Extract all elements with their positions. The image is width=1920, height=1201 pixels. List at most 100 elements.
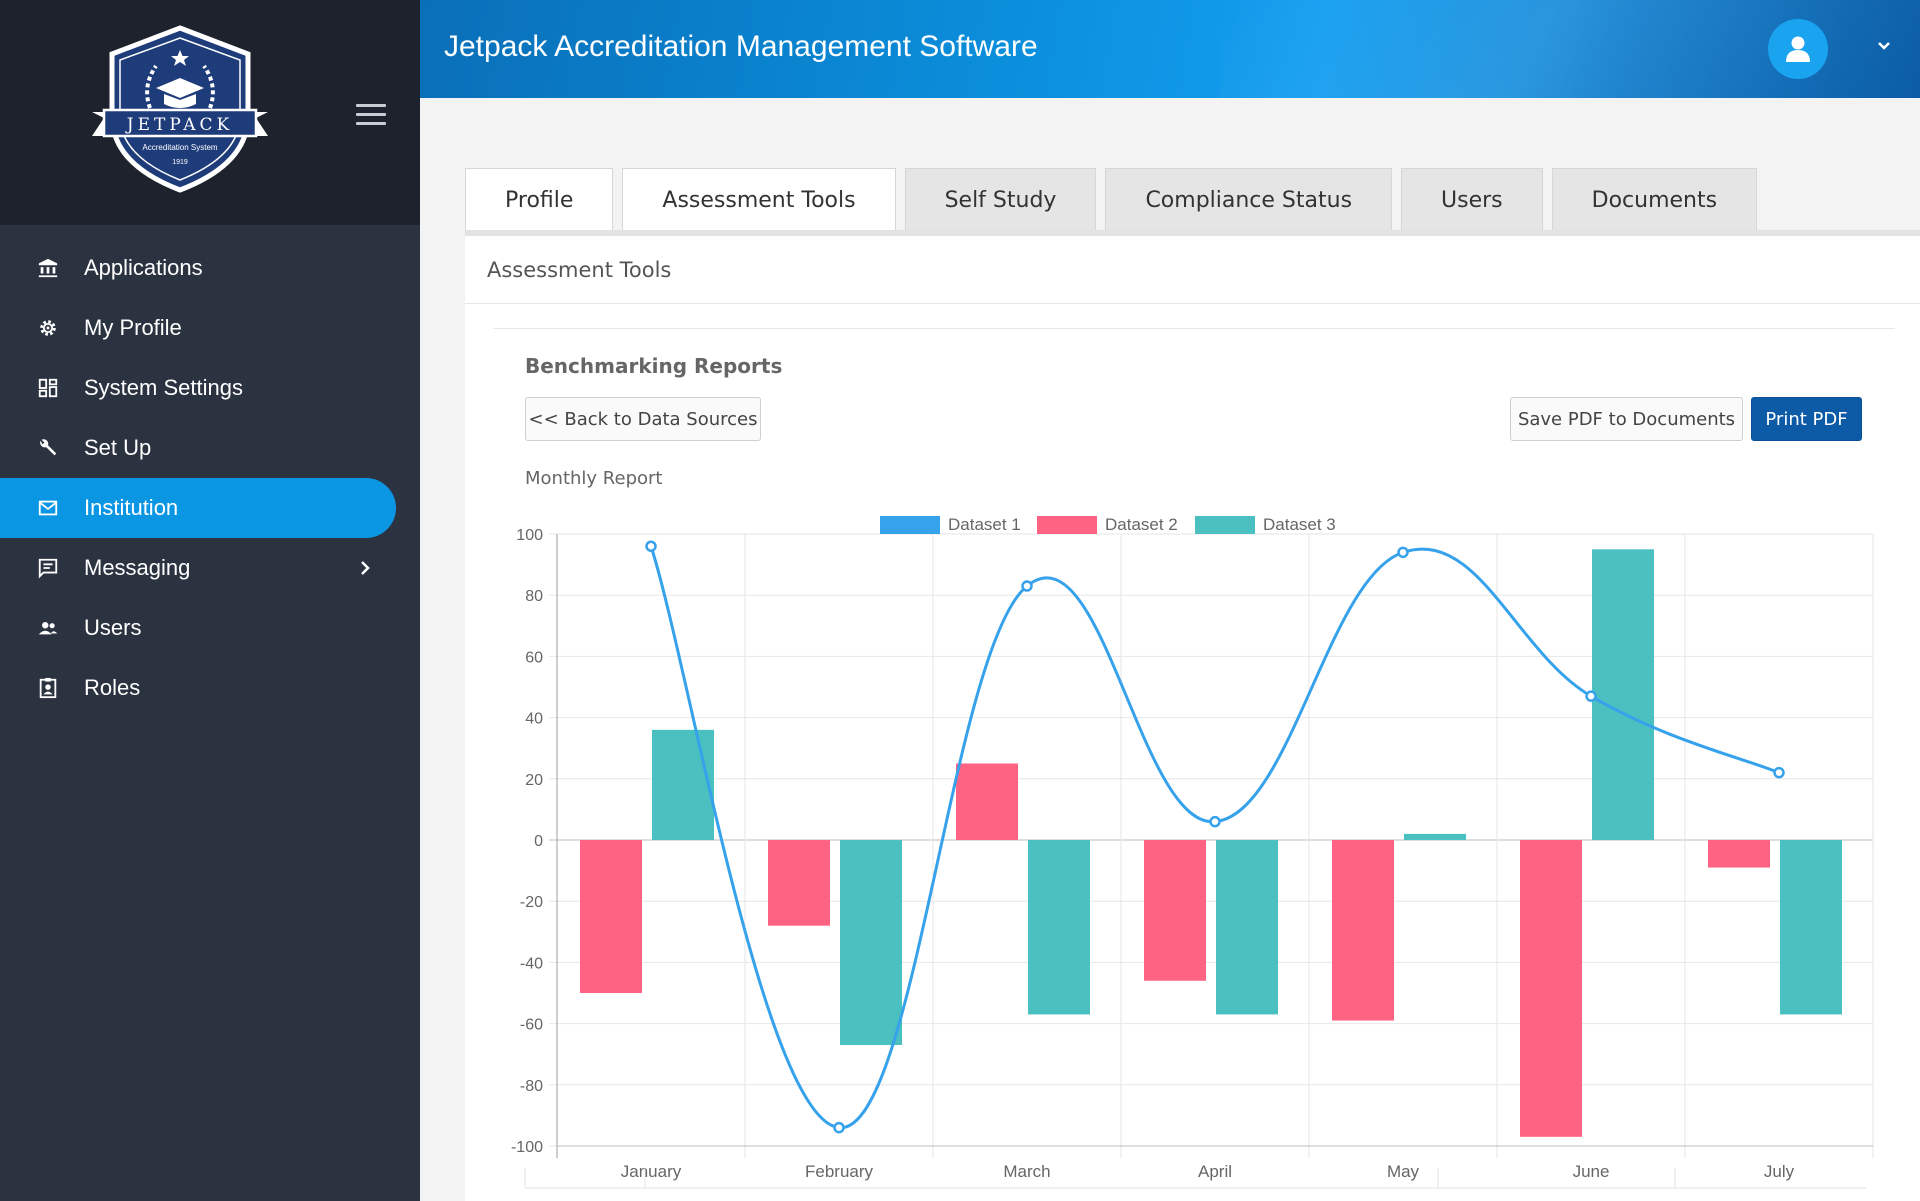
bar-dataset-2 [1144,840,1206,981]
x-tick-label: January [621,1162,682,1181]
line-point-dataset-1 [1021,580,1033,592]
print-pdf-button[interactable]: Print PDF [1751,397,1862,441]
tab-profile[interactable]: Profile [465,168,614,232]
bar-dataset-2 [1708,840,1770,868]
divider [493,328,1895,329]
app-title: Jetpack Accreditation Management Softwar… [444,30,1038,63]
y-tick-label: 40 [525,711,543,728]
legend-label: Dataset 2 [1105,515,1178,534]
y-tick-label: 20 [525,772,543,789]
legend-swatch-dataset-3 [1195,516,1255,534]
benchmarking-chart: 100 80 60 40 20 0 -20 -40 -60 -80 -100 January Febru… [511,515,1874,1189]
x-tick-label: June [1573,1162,1610,1181]
x-tick-label: May [1387,1162,1420,1181]
line-point-dataset-1 [1773,766,1785,779]
sidebar-header: JETPACK Accreditation System 1919 [0,0,420,225]
x-tick-label: April [1198,1162,1232,1181]
chevron-right-icon[interactable] [358,558,372,578]
x-tick-label: July [1764,1162,1795,1181]
sidebar-item-label: Set Up [84,435,152,460]
mail-icon [36,496,60,520]
section-title: Benchmarking Reports [525,354,783,378]
gear-icon [36,316,60,340]
bar-dataset-3 [1404,833,1466,840]
x-tick-label: March [1003,1162,1050,1181]
bar-dataset-3 [1592,549,1654,840]
legend-label: Dataset 1 [948,515,1021,534]
line-point-dataset-1 [1209,815,1221,828]
users-icon [36,616,60,640]
bar-dataset-3 [1216,840,1278,1015]
sidebar: JETPACK Accreditation System 1919 Applic… [0,0,420,1201]
sidebar-item-label: Applications [84,255,203,280]
back-to-data-sources-button[interactable]: << Back to Data Sources [525,397,761,441]
hamburger-menu-icon[interactable] [356,104,386,126]
assessment-tools-panel: Assessment Tools Benchmarking Reports <<… [465,236,1920,1201]
legend-label: Dataset 3 [1263,515,1336,534]
sidebar-item-label: Institution [84,495,179,520]
sidebar-item-label: My Profile [84,315,182,340]
tab-documents[interactable]: Documents [1551,168,1758,232]
bank-icon [36,256,60,280]
bar-dataset-3 [840,840,902,1046]
report-label: Monthly Report [525,468,663,489]
line-point-dataset-1 [833,1121,845,1134]
y-tick-label: 0 [534,833,543,850]
y-tick-label: -100 [511,1139,543,1156]
bar-dataset-2 [580,840,642,993]
chevron-down-icon[interactable] [1876,40,1892,52]
sidebar-item-label: Roles [84,675,141,700]
save-pdf-button[interactable]: Save PDF to Documents [1510,397,1743,441]
badge-icon [36,676,60,700]
wrench-icon [36,436,60,460]
tab-divider [465,230,1920,236]
y-tick-label: -20 [520,894,543,911]
y-tick-label: 100 [516,527,543,544]
sidebar-item-roles[interactable]: Roles [0,658,420,718]
line-point-dataset-1 [1585,690,1597,702]
y-tick-label: -80 [520,1078,543,1095]
jetpack-logo[interactable]: JETPACK Accreditation System 1919 [90,24,270,194]
chat-icon [36,556,60,580]
bar-dataset-2 [1520,840,1582,1137]
logo-tagline: Accreditation System [142,143,217,152]
y-tick-label: 80 [525,588,543,605]
user-icon [1786,36,1810,62]
tab-users[interactable]: Users [1401,168,1543,232]
line-point-dataset-1 [1397,546,1409,559]
sidebar-item-users[interactable]: Users [0,598,420,658]
logo-brand: JETPACK [125,115,233,135]
y-tick-label: -60 [520,1017,543,1034]
tab-assessment-tools[interactable]: Assessment Tools [622,168,896,232]
bar-dataset-2 [1332,840,1394,1021]
panel-heading: Assessment Tools [465,236,1920,304]
logo-year: 1919 [172,159,188,166]
x-tick-label: February [805,1162,874,1181]
tab-self-study[interactable]: Self Study [904,168,1097,232]
sidebar-item-set-up[interactable]: Set Up [0,418,420,478]
line-dataset-1 [649,545,1780,1130]
sidebar-item-my-profile[interactable]: My Profile [0,298,420,358]
sidebar-item-messaging[interactable]: Messaging [0,538,420,598]
sidebar-item-system-settings[interactable]: System Settings [0,358,420,418]
bar-dataset-2 [768,840,830,926]
sidebar-nav: Applications My Profile System Settings … [0,238,420,718]
sidebar-item-label: Messaging [84,555,191,580]
y-tick-label: 60 [525,649,543,666]
bar-dataset-3 [652,729,714,840]
top-header: Jetpack Accreditation Management Softwar… [420,0,1920,98]
dashboard-icon [36,376,60,400]
bar-dataset-3 [1780,840,1842,1015]
bar-dataset-2 [956,763,1018,840]
legend-swatch-dataset-2 [1037,516,1097,534]
legend-swatch-dataset-1 [880,516,940,534]
avatar[interactable] [1768,19,1828,79]
y-tick-label: -40 [520,955,543,972]
sidebar-item-institution[interactable]: Institution [0,478,396,538]
sidebar-item-label: System Settings [84,375,243,400]
tab-compliance-status[interactable]: Compliance Status [1105,168,1393,232]
sidebar-item-label: Users [84,615,142,640]
sidebar-item-applications[interactable]: Applications [0,238,420,298]
bar-dataset-3 [1028,840,1090,1015]
line-point-dataset-1 [645,540,657,552]
